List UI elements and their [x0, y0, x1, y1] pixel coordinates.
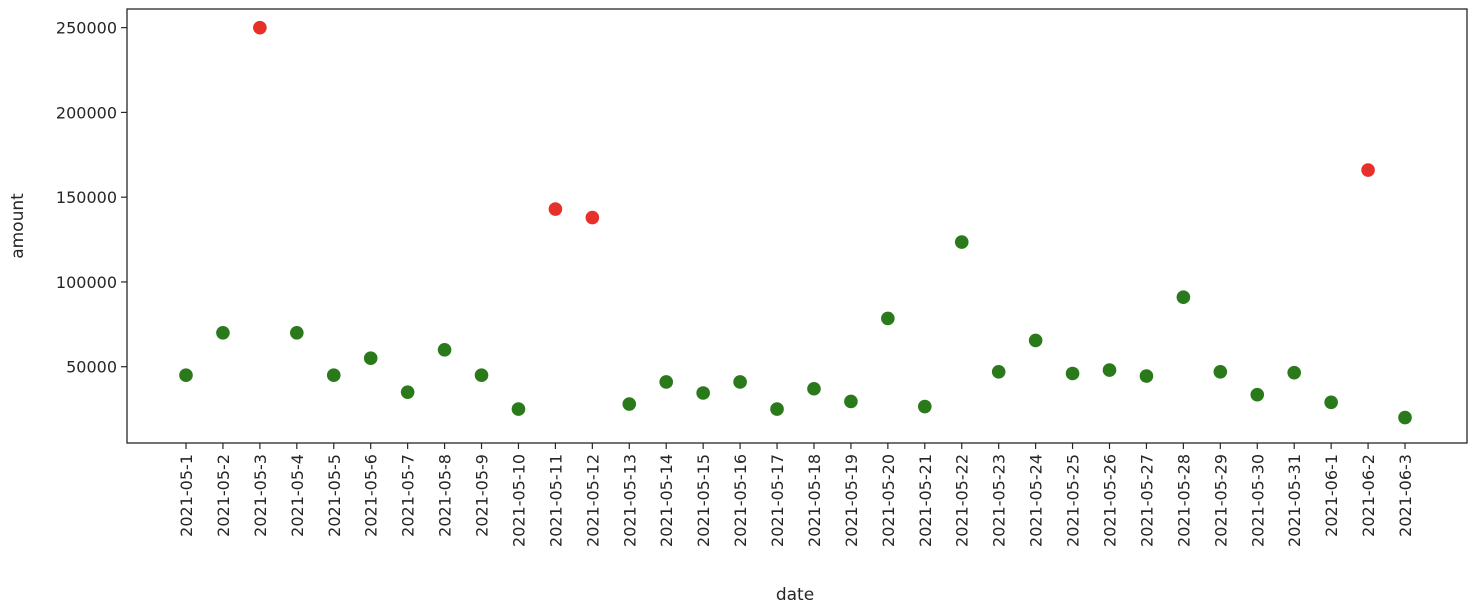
- data-point: [770, 402, 784, 416]
- x-tick-label: 2021-05-27: [1137, 454, 1156, 547]
- y-axis: 50000 100000 150000 200000 250000: [56, 19, 127, 377]
- data-point: [326, 368, 341, 382]
- data-point: [290, 326, 304, 340]
- plot-area-frame: [126, 8, 1468, 444]
- x-tick-label: 2021-05-13: [620, 454, 639, 547]
- data-point: [918, 399, 932, 414]
- data-point: [474, 368, 489, 382]
- data-point: [548, 202, 563, 216]
- data-point: [991, 364, 1006, 379]
- data-point: [1213, 364, 1228, 379]
- data-point: [1250, 387, 1265, 402]
- x-tick-label: 2021-06-1: [1322, 454, 1341, 537]
- x-tick-label: 2021-05-8: [436, 454, 455, 537]
- y-tick-label: 250000: [56, 19, 117, 38]
- x-tick-label: 2021-05-2: [214, 454, 233, 537]
- x-tick-label: 2021-05-16: [731, 454, 750, 547]
- data-point: [807, 381, 821, 396]
- x-tick-label: 2021-05-23: [990, 454, 1009, 547]
- data-point: [437, 342, 452, 357]
- x-tick-label: 2021-05-30: [1248, 454, 1267, 547]
- x-axis: 2021-05-1 2021-05-2 2021-05-3 2021-05-4 2021…: [177, 443, 1415, 547]
- data-point: [659, 375, 674, 389]
- data-points: [179, 20, 1412, 425]
- data-point: [253, 20, 267, 35]
- data-point: [1287, 365, 1301, 380]
- x-tick-label: 2021-05-6: [362, 454, 381, 537]
- x-tick-label: 2021-05-19: [842, 454, 861, 547]
- data-point: [696, 386, 710, 400]
- data-point: [1139, 369, 1154, 383]
- data-point: [881, 311, 895, 326]
- y-tick-label: 50000: [66, 358, 117, 377]
- y-tick-label: 100000: [56, 273, 117, 292]
- data-point: [216, 326, 230, 340]
- data-point: [1028, 333, 1043, 348]
- x-tick-label: 2021-05-26: [1101, 454, 1120, 547]
- data-point: [585, 210, 600, 225]
- x-tick-label: 2021-05-3: [251, 454, 270, 537]
- data-point: [954, 235, 969, 249]
- x-tick-label: 2021-05-29: [1211, 454, 1230, 547]
- x-tick-label: 2021-05-10: [509, 454, 528, 547]
- x-tick-label: 2021-05-17: [768, 454, 787, 547]
- data-point: [1398, 410, 1412, 425]
- x-tick-label: 2021-05-1: [177, 454, 196, 537]
- x-tick-label: 2021-05-21: [916, 454, 935, 547]
- y-axis-label: amount: [8, 193, 28, 259]
- data-point: [622, 397, 637, 411]
- x-tick-label: 2021-05-11: [546, 454, 565, 547]
- x-tick-label: 2021-05-15: [694, 454, 713, 547]
- x-tick-label: 2021-06-3: [1396, 454, 1415, 537]
- data-point: [1065, 366, 1080, 381]
- x-tick-label: 2021-05-7: [399, 454, 418, 537]
- x-tick-label: 2021-05-31: [1285, 454, 1304, 547]
- x-tick-label: 2021-05-24: [1027, 454, 1046, 547]
- data-point: [511, 402, 526, 416]
- x-tick-label: 2021-05-25: [1064, 454, 1083, 547]
- x-tick-label: 2021-05-14: [657, 454, 676, 547]
- data-point: [1102, 363, 1117, 377]
- x-tick-label: 2021-05-28: [1174, 454, 1193, 547]
- x-tick-label: 2021-05-9: [473, 454, 492, 537]
- data-point: [844, 394, 858, 409]
- x-tick-label: 2021-05-18: [805, 454, 824, 547]
- x-tick-label: 2021-05-12: [583, 454, 602, 547]
- data-point: [400, 385, 415, 399]
- data-point: [1324, 395, 1338, 410]
- y-tick-label: 150000: [56, 188, 117, 207]
- data-point: [179, 368, 193, 382]
- x-tick-label: 2021-05-22: [953, 454, 972, 547]
- x-tick-label: 2021-05-4: [288, 454, 307, 537]
- x-tick-label: 2021-05-5: [325, 454, 344, 537]
- data-point: [1176, 290, 1191, 305]
- x-tick-label: 2021-06-2: [1359, 454, 1378, 537]
- data-point: [733, 375, 747, 389]
- data-point: [363, 351, 378, 366]
- data-point: [1361, 163, 1375, 177]
- x-tick-label: 2021-05-20: [879, 454, 898, 547]
- y-tick-label: 200000: [56, 103, 117, 122]
- x-axis-label: date: [776, 585, 814, 605]
